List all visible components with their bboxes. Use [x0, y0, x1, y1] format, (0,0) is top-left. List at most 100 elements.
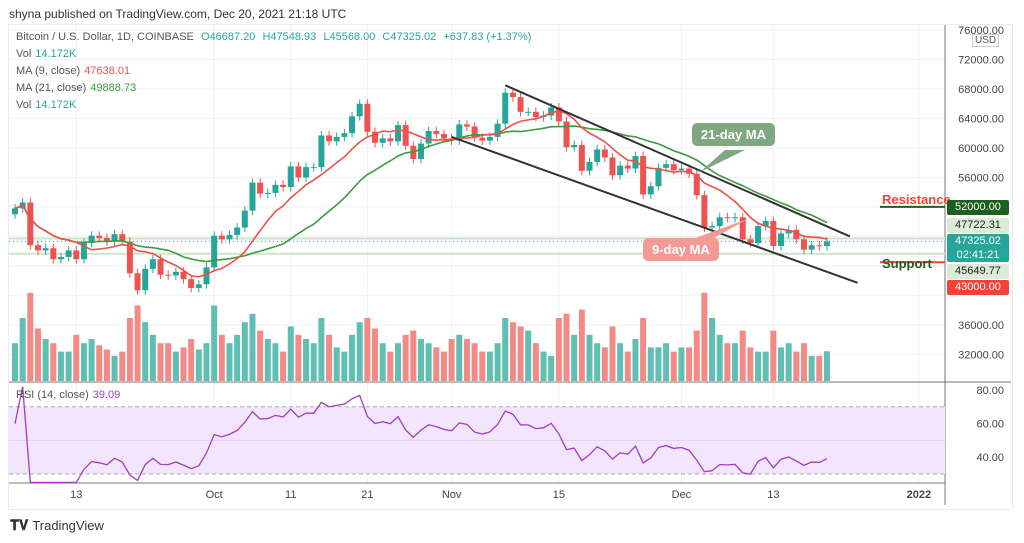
ma21-value: 49888.73 — [90, 82, 137, 94]
volume-bar — [88, 339, 95, 381]
candle-body — [555, 107, 562, 122]
candle-body — [188, 279, 195, 288]
vol2-label: Vol — [16, 99, 32, 111]
volume-bar — [241, 322, 248, 381]
volume-bar — [326, 334, 333, 381]
ma21-price-tag: 47722.31 — [947, 218, 1009, 233]
volume-bar — [341, 351, 348, 381]
candle-body — [770, 220, 777, 246]
volume-bar — [670, 351, 677, 381]
candle-body — [341, 133, 348, 137]
ma21-callout: 21-day MA — [692, 123, 776, 146]
volume-bar — [747, 347, 754, 381]
candle-body — [379, 138, 386, 143]
volume-bar — [655, 347, 662, 381]
candle-body — [632, 156, 639, 169]
candle-body — [823, 241, 830, 247]
volume-bar — [793, 351, 800, 381]
volume-bar — [624, 351, 631, 381]
volume-bar — [126, 318, 133, 381]
candle-body — [755, 226, 762, 244]
volume-bar — [80, 343, 87, 381]
tradingview-logo[interactable]: 𝐓𝐕 TradingView — [10, 517, 104, 534]
candle-body — [709, 226, 716, 228]
rsi-label: RSI (14, close) — [16, 389, 89, 401]
volume-bar — [433, 347, 440, 381]
ma9-legend[interactable]: MA (9, close) 47638.01 — [16, 65, 134, 77]
volume-bar — [816, 355, 823, 381]
candle-body — [157, 259, 164, 275]
close-value: C47325.02 — [382, 31, 437, 43]
candle-body — [88, 235, 95, 244]
rsi-legend[interactable]: RSI (14, close) 39.09 — [16, 389, 124, 401]
support-price-tag: 43000.00 — [947, 280, 1009, 295]
volume-bar — [417, 339, 424, 381]
candle-body — [701, 195, 708, 228]
candle-body — [142, 268, 149, 291]
ma21-callout-pointer — [700, 150, 745, 172]
volume-bar — [12, 343, 18, 381]
candle-body — [525, 111, 532, 113]
volume-bar — [303, 339, 310, 381]
candle-body — [103, 237, 110, 242]
time-tick-label: 15 — [553, 489, 565, 501]
ma9-callout: 9-day MA — [643, 238, 719, 261]
volume-bar — [800, 343, 807, 381]
volume-bar — [119, 351, 126, 381]
candle-body — [80, 243, 87, 260]
candle-body — [96, 235, 103, 238]
ma21-legend[interactable]: MA (21, close) 49888.73 — [16, 82, 140, 94]
candle-body — [226, 234, 233, 240]
candle-body — [257, 182, 264, 194]
candle-body — [364, 103, 371, 132]
volume-bar — [540, 351, 547, 381]
publish-info: shyna published on TradingView.com, Dec … — [9, 7, 347, 21]
candle-body — [234, 227, 241, 235]
volume-bar — [410, 330, 417, 381]
volume-bar — [739, 330, 746, 381]
volume-bar — [287, 326, 294, 381]
volume-bar — [808, 355, 815, 381]
candle-body — [747, 239, 754, 244]
price-tick-label: 64000.00 — [958, 113, 1004, 125]
volume-bar — [632, 339, 639, 381]
volume-bar — [755, 351, 762, 381]
volume-bar — [701, 292, 708, 381]
candle-body — [42, 248, 49, 251]
candle-body — [793, 229, 800, 240]
candle-body — [264, 192, 271, 194]
candle-body — [494, 123, 501, 137]
volume-bar — [387, 351, 394, 381]
candle-body — [617, 165, 624, 176]
volume-bar — [440, 351, 447, 381]
candle-body — [57, 257, 64, 260]
price-tick-label: 36000.00 — [958, 320, 1004, 332]
currency-label[interactable]: USD — [972, 34, 1000, 47]
chart-frame — [8, 24, 1013, 510]
ma9-value: 47638.01 — [84, 65, 131, 77]
symbol-legend: Bitcoin / U.S. Dollar, 1D, COINBASE O466… — [16, 31, 535, 43]
volume-bar — [425, 343, 432, 381]
volume-bar — [471, 343, 478, 381]
time-tick-label: 2022 — [907, 489, 931, 501]
volume-bar — [111, 355, 118, 381]
volume-bar — [716, 334, 723, 381]
vol-legend: Vol 14.172K — [16, 48, 80, 60]
volume-bar — [395, 343, 401, 381]
low-value: L45568.00 — [323, 31, 376, 43]
price-tick-label: 60000.00 — [958, 143, 1004, 155]
volume-bar — [188, 339, 195, 381]
volume-bar — [463, 339, 470, 381]
volume-bar — [379, 343, 386, 381]
volume-bar — [532, 343, 539, 381]
candle-body — [509, 92, 516, 98]
rsi-tick-label: 40.00 — [976, 452, 1004, 464]
candle-body — [693, 173, 700, 196]
candle-body — [762, 220, 769, 227]
volume-bar — [456, 334, 463, 381]
volume-bar — [257, 330, 264, 381]
volume-bar — [563, 313, 570, 381]
volume-bar — [73, 334, 80, 381]
candle-body — [402, 125, 409, 146]
